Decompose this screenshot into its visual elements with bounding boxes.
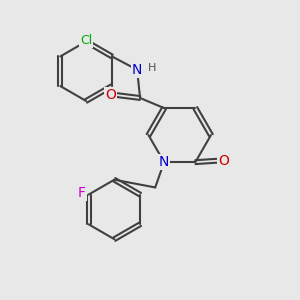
Text: O: O — [106, 88, 116, 102]
Text: H: H — [148, 63, 156, 73]
Text: F: F — [78, 186, 86, 200]
Text: N: N — [132, 63, 142, 77]
Text: O: O — [218, 154, 229, 168]
Text: Cl: Cl — [80, 34, 92, 46]
Text: N: N — [159, 155, 169, 169]
